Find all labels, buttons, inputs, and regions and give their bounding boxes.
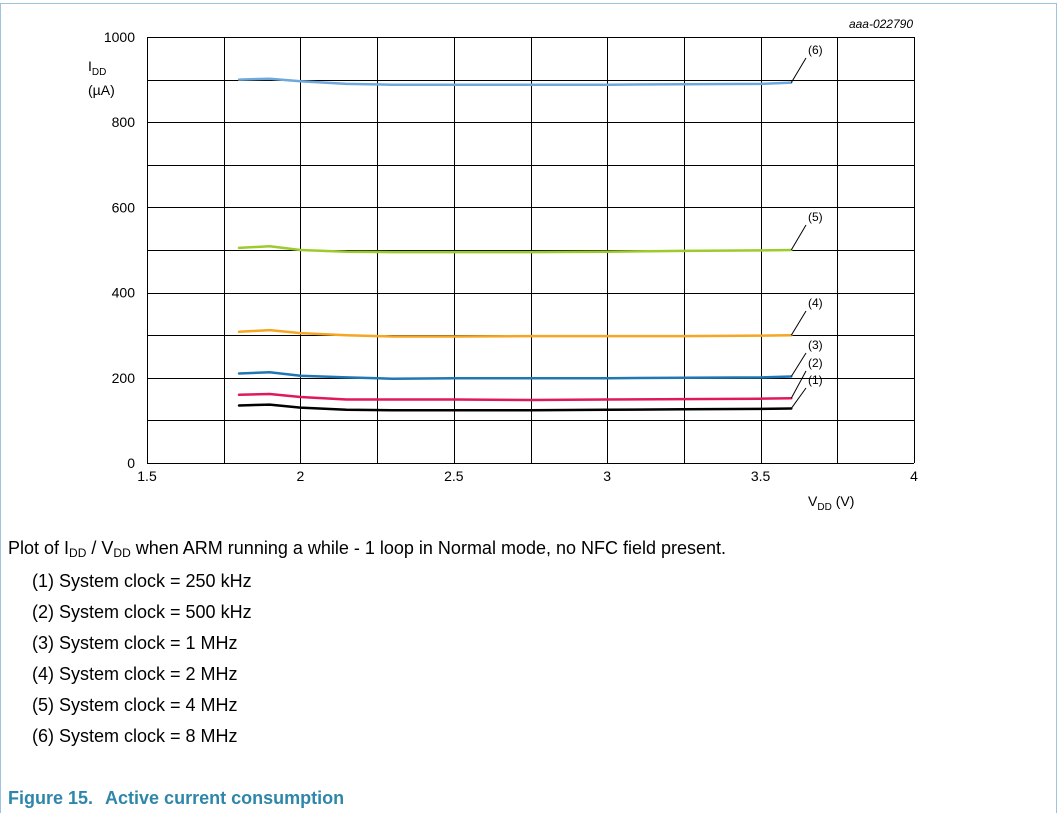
curve-leader-line — [790, 352, 807, 377]
y-tick-label: 1000 — [104, 29, 135, 45]
x-tick-label: 3 — [603, 468, 611, 484]
x-axis-label: VDD (V) — [808, 493, 854, 513]
curve-label: (4) — [808, 296, 823, 310]
series-line — [237, 392, 793, 402]
curve-leader-line — [790, 370, 807, 399]
figure-id: aaa-022790 — [849, 17, 913, 31]
curve-leader-line — [790, 57, 807, 83]
x-tick-label: 1.5 — [137, 468, 157, 484]
chart-grid — [147, 37, 915, 464]
curve-label: (5) — [808, 210, 823, 224]
figure-caption: Plot of IDD / VDD when ARM running a whi… — [8, 538, 727, 560]
series-line — [237, 328, 793, 338]
legend-item: (2) System clock = 500 kHz — [32, 602, 252, 622]
curve-leader-line — [790, 224, 807, 251]
curve-label: (1) — [808, 373, 823, 387]
figure-legend: (1) System clock = 250 kHz (2) System cl… — [32, 570, 252, 756]
figure-title: Figure 15. Active current consumption — [8, 788, 345, 808]
curve-label: (2) — [808, 356, 823, 370]
series-line — [237, 77, 793, 86]
legend-item: (5) System clock = 4 MHz — [32, 695, 238, 715]
legend-item: (6) System clock = 8 MHz — [32, 726, 238, 746]
x-tick-label: 2.5 — [444, 468, 464, 484]
y-tick-label: 400 — [112, 285, 136, 301]
series-line — [237, 244, 793, 254]
curve-leader-line — [790, 387, 807, 409]
series-line — [237, 403, 793, 412]
x-tick-label: 4 — [910, 468, 918, 484]
y-tick-label: 600 — [112, 199, 136, 215]
chart-curve-labels: (1) (2) (3) (4) (5) (6) — [790, 43, 823, 409]
frame-left-border — [0, 3, 1, 813]
curve-label: (6) — [808, 43, 823, 57]
chart-series — [237, 77, 793, 412]
curve-label: (3) — [808, 338, 823, 352]
frame-top-border — [0, 3, 1056, 4]
frame-right-border — [1056, 3, 1057, 813]
curve-leader-line — [790, 310, 807, 336]
legend-item: (1) System clock = 250 kHz — [32, 571, 252, 591]
y-tick-label: 800 — [112, 114, 136, 130]
y-tick-label: 0 — [127, 455, 135, 471]
y-axis-label: IDD — [88, 58, 106, 78]
y-axis-unit: (µA) — [88, 82, 115, 98]
x-tick-label: 2 — [297, 468, 305, 484]
legend-item: (3) System clock = 1 MHz — [32, 633, 238, 653]
y-tick-label: 200 — [112, 370, 136, 386]
series-line — [237, 371, 793, 380]
legend-item: (4) System clock = 2 MHz — [32, 664, 238, 684]
x-tick-label: 3.5 — [751, 468, 771, 484]
chart-tick-labels: 1.5 2 2.5 3 3.5 4 0 200 400 600 800 1000 — [104, 29, 918, 484]
